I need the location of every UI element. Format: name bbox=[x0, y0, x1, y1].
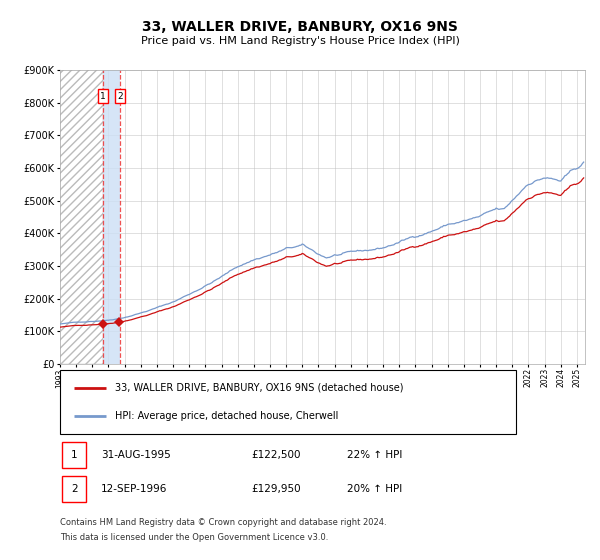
Text: 1: 1 bbox=[71, 450, 77, 460]
Text: This data is licensed under the Open Government Licence v3.0.: This data is licensed under the Open Gov… bbox=[60, 533, 328, 542]
Text: 20% ↑ HPI: 20% ↑ HPI bbox=[347, 484, 403, 493]
Text: 31-AUG-1995: 31-AUG-1995 bbox=[101, 450, 171, 460]
Text: £122,500: £122,500 bbox=[251, 450, 301, 460]
Text: 22% ↑ HPI: 22% ↑ HPI bbox=[347, 450, 403, 460]
Text: 2: 2 bbox=[71, 484, 77, 493]
Text: Contains HM Land Registry data © Crown copyright and database right 2024.: Contains HM Land Registry data © Crown c… bbox=[60, 518, 386, 527]
Text: 33, WALLER DRIVE, BANBURY, OX16 9NS: 33, WALLER DRIVE, BANBURY, OX16 9NS bbox=[142, 20, 458, 34]
Text: 2: 2 bbox=[117, 92, 123, 101]
Text: £129,950: £129,950 bbox=[251, 484, 301, 493]
FancyBboxPatch shape bbox=[62, 442, 86, 468]
FancyBboxPatch shape bbox=[62, 475, 86, 502]
Text: 1: 1 bbox=[100, 92, 106, 101]
Text: HPI: Average price, detached house, Cherwell: HPI: Average price, detached house, Cher… bbox=[115, 411, 338, 421]
FancyBboxPatch shape bbox=[60, 370, 516, 434]
Bar bbox=[60, 70, 103, 364]
Text: Price paid vs. HM Land Registry's House Price Index (HPI): Price paid vs. HM Land Registry's House … bbox=[140, 36, 460, 46]
Bar bbox=[103, 70, 120, 364]
Text: 12-SEP-1996: 12-SEP-1996 bbox=[101, 484, 167, 493]
Text: 33, WALLER DRIVE, BANBURY, OX16 9NS (detached house): 33, WALLER DRIVE, BANBURY, OX16 9NS (det… bbox=[115, 382, 403, 393]
